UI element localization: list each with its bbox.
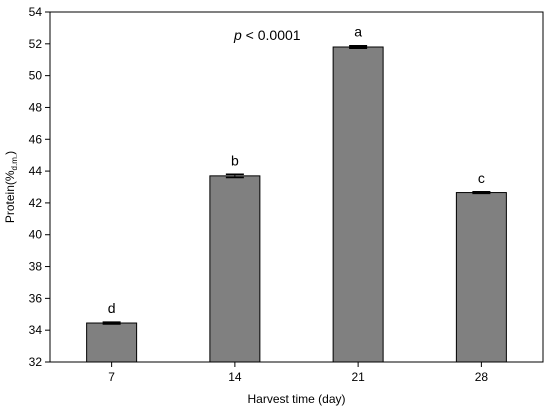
x-tick-label-14: 14 <box>228 370 242 384</box>
y-tick-label-44: 44 <box>29 164 43 178</box>
error-bars-layer <box>102 44 491 325</box>
y-tick-label-38: 38 <box>29 260 43 274</box>
y-tick-label-46: 46 <box>29 132 43 146</box>
x-tick-label-28: 28 <box>475 370 489 384</box>
y-tick-label-34: 34 <box>29 323 43 337</box>
y-axis-label-main: Protein(% <box>3 170 17 223</box>
y-tick-label-48: 48 <box>29 100 43 114</box>
p-value-italic: p <box>233 27 242 43</box>
y-tick-label-32: 32 <box>29 355 43 369</box>
bars-layer <box>86 46 507 363</box>
x-tick-label-21: 21 <box>351 370 365 384</box>
y-axis-label-subscript: d.m. <box>10 155 19 171</box>
y-axis-label-close: ) <box>3 151 17 155</box>
y-tick-label-42: 42 <box>29 196 43 210</box>
y-axis-label: Protein(%d.m.) <box>3 151 19 223</box>
y-tick-label-54: 54 <box>29 5 43 19</box>
p-value-annotation: p < 0.0001 <box>233 27 301 43</box>
x-axis: 7 14 21 28 <box>108 362 488 384</box>
significance-letter-28: c <box>478 170 485 186</box>
bar-14 <box>209 175 261 363</box>
significance-letter-7: d <box>108 300 116 316</box>
y-tick-label-50: 50 <box>29 69 43 83</box>
x-axis-label: Harvest time (day) <box>247 392 345 406</box>
bar-28 <box>455 192 507 363</box>
bar-7 <box>86 322 138 363</box>
significance-letter-14: b <box>231 152 239 168</box>
y-axis: 32 34 36 38 40 42 44 46 48 50 52 54 <box>29 5 50 369</box>
significance-letters-layer: d b a c <box>108 24 485 316</box>
significance-letter-21: a <box>354 24 362 40</box>
x-tick-label-7: 7 <box>108 370 115 384</box>
bar-21 <box>332 46 384 363</box>
plot-frame <box>49 11 544 363</box>
y-tick-label-52: 52 <box>29 37 43 51</box>
y-tick-label-36: 36 <box>29 291 43 305</box>
p-value-rest: < 0.0001 <box>242 27 301 43</box>
y-tick-label-40: 40 <box>29 228 43 242</box>
